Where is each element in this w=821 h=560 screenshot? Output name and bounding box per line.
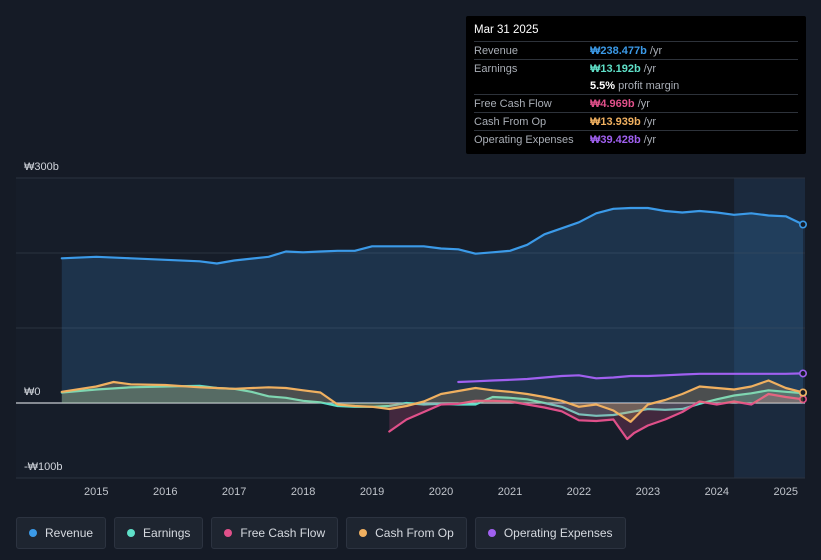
revenue-line [60,206,805,265]
tooltip-row-earnings: Earnings ₩13.192b /yr [474,59,798,77]
legend-label: Earnings [143,526,191,540]
tooltip-row-cash-from-op: Cash From Op ₩13.939b /yr [474,112,798,130]
x-tick-label: 2024 [705,486,729,498]
free-cash-flow-line [388,392,805,441]
tooltip-value: ₩13.192b [590,62,641,75]
tooltip-value: ₩39.428b [590,133,641,146]
cash-from-op-line [60,379,805,423]
legend-label: Cash From Op [375,526,454,540]
x-tick-label: 2022 [567,486,591,498]
operating-expenses-line [457,372,805,384]
x-tick-label: 2019 [360,486,384,498]
x-tick-label: 2018 [291,486,315,498]
legend-item-free-cash-flow[interactable]: Free Cash Flow [211,517,339,549]
tooltip-unit: /yr [640,133,657,146]
legend-item-operating-expenses[interactable]: Operating Expenses [474,517,626,549]
tooltip: Mar 31 2025 Revenue ₩238.477b /yr Earnin… [466,16,806,154]
tooltip-unit: /yr [640,62,657,75]
earnings-area [61,385,804,416]
tooltip-value: ₩4.969b [590,97,635,110]
tooltip-row-operating-expenses: Operating Expenses ₩39.428b /yr [474,130,798,148]
legend-dot [359,529,368,537]
tooltip-value: 5.5% [590,79,616,92]
cash-from-op-end-marker [798,388,807,397]
legend-label: Operating Expenses [503,526,613,540]
tooltip-row-revenue: Revenue ₩238.477b /yr [474,41,798,59]
y-tick-label: -₩100b [24,461,63,473]
tooltip-label: Operating Expenses [474,133,574,146]
legend-item-cash-from-op[interactable]: Cash From Op [346,517,467,549]
tooltip-label: Free Cash Flow [474,97,552,110]
tooltip-unit: /yr [640,115,657,128]
legend-dot [127,529,136,537]
legend-label: Free Cash Flow [240,526,326,540]
tooltip-value: ₩13.939b [590,115,641,128]
legend-item-earnings[interactable]: Earnings [114,517,204,549]
tooltip-unit: profit margin [615,79,680,92]
tooltip-row-profit-margin: 5.5% profit margin [474,77,798,94]
x-tick-label: 2015 [84,486,108,498]
tooltip-unit: /yr [646,44,663,57]
cash-from-op-area [61,380,804,422]
tooltip-label: Revenue [474,44,519,57]
tooltip-value: ₩238.477b [590,44,647,57]
legend-item-revenue[interactable]: Revenue [16,517,107,549]
revenue-end-marker [798,220,807,229]
revenue-area [61,208,804,403]
legend-dot [224,529,233,537]
tooltip-date: Mar 31 2025 [474,24,539,36]
legend-label: Revenue [45,526,94,540]
x-tick-label: 2025 [774,486,798,498]
legend-dot [29,529,37,537]
tooltip-label: Earnings [474,62,518,75]
operating-expenses-end-marker [798,369,807,378]
x-tick-label: 2023 [636,486,660,498]
x-tick-label: 2017 [222,486,246,498]
free-cash-flow-area [389,394,803,439]
y-tick-label: ₩0 [24,386,41,398]
tooltip-label: Cash From Op [474,115,547,128]
tooltip-unit: /yr [634,97,650,110]
chart: ₩300b ₩0 -₩100b 2015 2016 2017 2018 2019 2020 202… [16,161,807,498]
y-tick-label: ₩300b [24,161,59,173]
x-tick-label: 2020 [429,486,453,498]
x-tick-label: 2021 [498,486,522,498]
legend: Revenue Earnings Free Cash Flow Cash Fro… [16,517,626,549]
legend-dot [487,529,496,537]
x-tick-label: 2016 [153,486,177,498]
tooltip-row-free-cash-flow: Free Cash Flow ₩4.969b /yr [474,94,798,112]
